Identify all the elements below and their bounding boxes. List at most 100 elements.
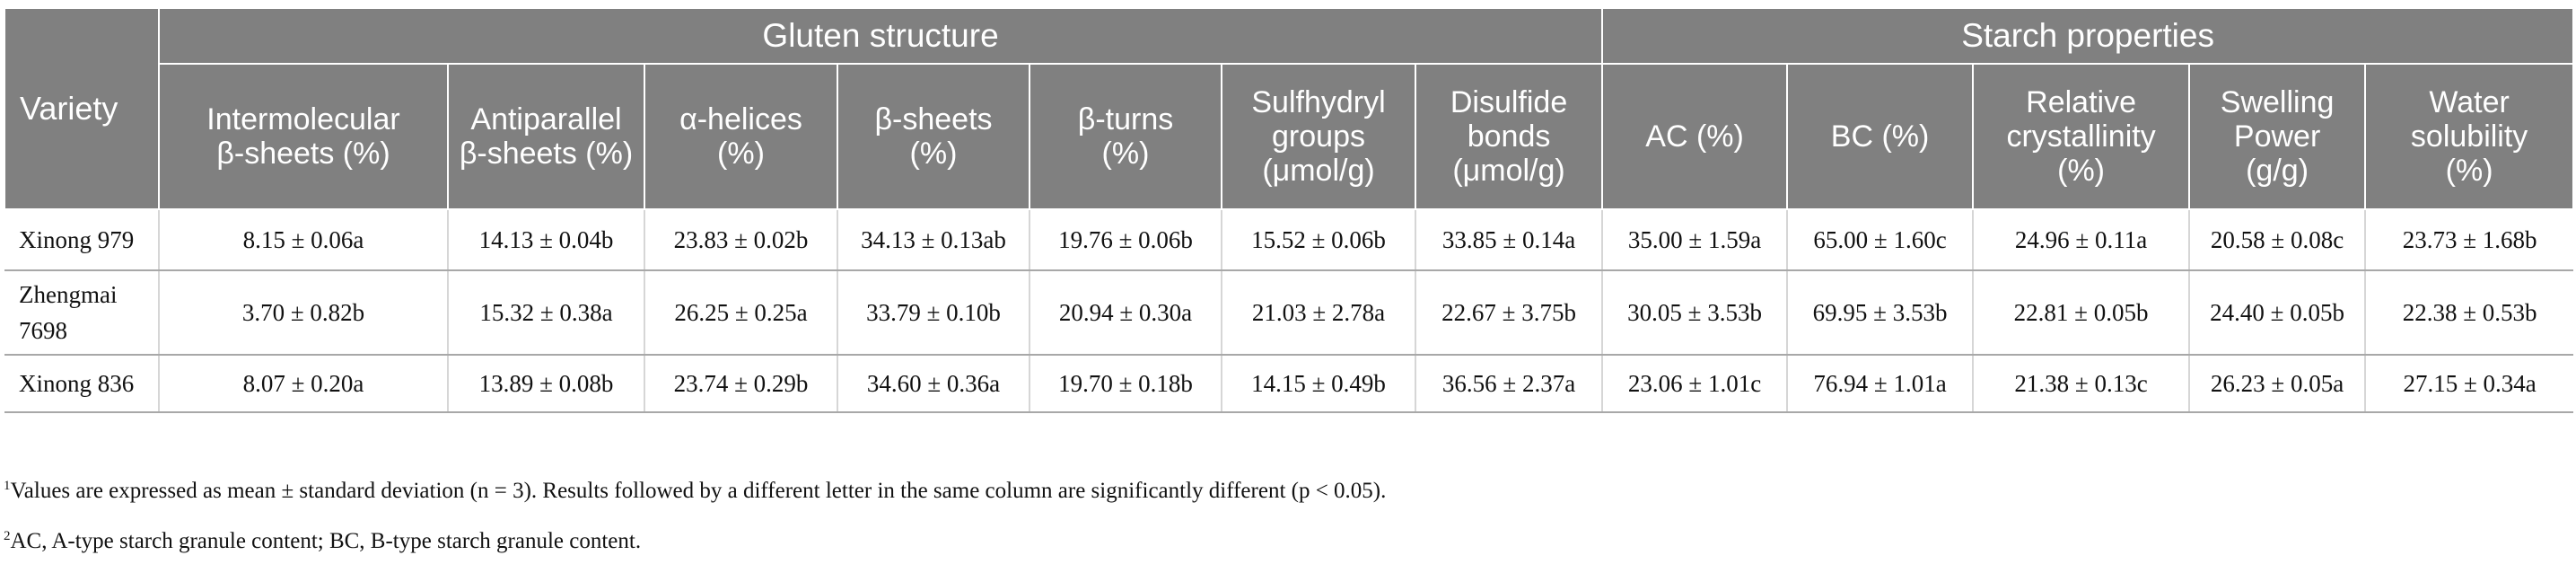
value-cell: 21.03 ± 2.78a bbox=[1222, 270, 1416, 356]
column-header: Water solubility (%) bbox=[2364, 63, 2575, 210]
value-cell: 22.67 ± 3.75b bbox=[1415, 270, 1604, 356]
value-cell: 15.32 ± 0.38a bbox=[448, 270, 645, 356]
column-header-line: Sulfhydryl bbox=[1251, 85, 1386, 119]
value-cell: 13.89 ± 0.08b bbox=[448, 355, 645, 413]
column-header-line: (%) bbox=[2057, 154, 2106, 188]
value-cell: 26.23 ± 0.05a bbox=[2189, 355, 2367, 413]
value-cell: 27.15 ± 0.34a bbox=[2365, 355, 2574, 413]
value-cell: 22.81 ± 0.05b bbox=[1973, 270, 2191, 356]
value-cell: 36.56 ± 2.37a bbox=[1415, 355, 1604, 413]
column-header: Disulfide bonds (μmol/g) bbox=[1414, 63, 1604, 210]
column-header-line: (%) bbox=[2445, 154, 2493, 188]
footnote: 2AC, A-type starch granule content; BC, … bbox=[4, 523, 1386, 555]
column-header: Swelling Power (g/g) bbox=[2188, 63, 2367, 210]
value-cell: 23.06 ± 1.01c bbox=[1602, 355, 1789, 413]
column-header-line: (μmol/g) bbox=[1452, 154, 1565, 188]
column-header-line: Intermolecular bbox=[206, 102, 400, 137]
column-header-line: Power bbox=[2233, 119, 2321, 154]
value-cell: 34.13 ± 0.13ab bbox=[837, 209, 1030, 271]
value-cell: 30.05 ± 3.53b bbox=[1602, 270, 1789, 356]
footnote-text: Values are expressed as mean ± standard … bbox=[10, 479, 1387, 503]
value-cell: 23.83 ± 0.02b bbox=[644, 209, 838, 271]
column-header-line: β-sheets (%) bbox=[216, 137, 390, 171]
variety-name-line: Xinong 979 bbox=[19, 225, 135, 253]
variety-name-line: Zhengmai bbox=[19, 281, 118, 308]
column-header: AC (%) bbox=[1601, 63, 1789, 210]
value-cell: 35.00 ± 1.59a bbox=[1602, 209, 1789, 271]
variety-header: Variety bbox=[4, 7, 160, 210]
value-cell: 33.85 ± 0.14a bbox=[1415, 209, 1604, 271]
value-cell: 3.70 ± 0.82b bbox=[159, 270, 449, 356]
value-cell: 33.79 ± 0.10b bbox=[837, 270, 1030, 356]
table-body: Xinong 979 8.15 ± 0.06a 14.13 ± 0.04b 23.83… bbox=[4, 209, 2574, 413]
column-header-line: (μmol/g) bbox=[1262, 154, 1375, 188]
table-row: Xinong 979 8.15 ± 0.06a 14.13 ± 0.04b 23.83… bbox=[4, 209, 2574, 271]
value-cell: 19.70 ± 0.18b bbox=[1030, 355, 1222, 413]
variety-cell: Xinong 979 bbox=[4, 209, 160, 271]
variety-name-line: Xinong 836 bbox=[19, 369, 135, 397]
column-header-line: α-helices bbox=[679, 102, 802, 137]
column-header-line: Water bbox=[2429, 85, 2510, 119]
value-cell: 14.13 ± 0.04b bbox=[448, 209, 645, 271]
column-header: β-sheets (%) bbox=[837, 63, 1030, 210]
column-header: Intermolecular β-sheets (%) bbox=[158, 63, 449, 210]
value-cell: 20.58 ± 0.08c bbox=[2189, 209, 2367, 271]
variety-cell: Xinong 836 bbox=[4, 355, 160, 413]
column-header-line: Antiparallel bbox=[470, 102, 622, 137]
value-cell: 22.38 ± 0.53b bbox=[2365, 270, 2574, 356]
column-header-line: (%) bbox=[909, 137, 958, 171]
value-cell: 23.74 ± 0.29b bbox=[644, 355, 838, 413]
column-header: Sulfhydryl groups (μmol/g) bbox=[1221, 63, 1416, 210]
table-row: Zhengmai 7698 3.70 ± 0.82b 15.32 ± 0.38a 26.… bbox=[4, 270, 2574, 356]
column-header-line: Relative bbox=[2026, 85, 2136, 119]
group-header-starch-properties: Starch properties bbox=[1601, 7, 2575, 65]
table-row: Xinong 836 8.07 ± 0.20a 13.89 ± 0.08b 23.74… bbox=[4, 355, 2574, 413]
column-header-line: (g/g) bbox=[2246, 154, 2309, 188]
value-cell: 8.07 ± 0.20a bbox=[159, 355, 449, 413]
column-header-line: groups bbox=[1272, 119, 1365, 154]
table-footnotes: 1Values are expressed as mean ± standard… bbox=[4, 472, 1386, 573]
footnote: 1Values are expressed as mean ± standard… bbox=[4, 472, 1386, 505]
column-header: Antiparallel β-sheets (%) bbox=[447, 63, 645, 210]
column-header-line: (%) bbox=[717, 137, 765, 171]
group-header-gluten-structure: Gluten structure bbox=[157, 7, 1604, 65]
value-cell: 24.96 ± 0.11a bbox=[1973, 209, 2191, 271]
value-cell: 26.25 ± 0.25a bbox=[644, 270, 838, 356]
column-header: α-helices (%) bbox=[644, 63, 838, 210]
variety-name-line: 7698 bbox=[19, 317, 67, 344]
column-header: β-turns (%) bbox=[1029, 63, 1222, 210]
column-header-line: β-sheets (%) bbox=[459, 137, 634, 171]
column-header-row: Intermolecular β-sheets (%) Antiparallel β-… bbox=[4, 63, 2575, 210]
value-cell: 69.95 ± 3.53b bbox=[1787, 270, 1975, 356]
value-cell: 21.38 ± 0.13c bbox=[1973, 355, 2191, 413]
column-header-line: β-turns bbox=[1077, 102, 1174, 137]
value-cell: 76.94 ± 1.01a bbox=[1787, 355, 1975, 413]
value-cell: 19.76 ± 0.06b bbox=[1030, 209, 1222, 271]
column-header-line: bonds bbox=[1467, 119, 1551, 154]
value-cell: 34.60 ± 0.36a bbox=[837, 355, 1030, 413]
value-cell: 65.00 ± 1.60c bbox=[1787, 209, 1975, 271]
value-cell: 14.15 ± 0.49b bbox=[1222, 355, 1416, 413]
column-header-line: Disulfide bbox=[1450, 85, 1568, 119]
column-header-line: BC (%) bbox=[1830, 119, 1930, 154]
footnote-mark: 1 bbox=[4, 479, 11, 493]
value-cell: 23.73 ± 1.68b bbox=[2365, 209, 2574, 271]
footnote-mark: 2 bbox=[4, 529, 11, 543]
column-header: BC (%) bbox=[1786, 63, 1975, 210]
footnote-text: AC, A-type starch granule content; BC, B… bbox=[10, 529, 642, 553]
value-cell: 15.52 ± 0.06b bbox=[1222, 209, 1416, 271]
value-cell: 8.15 ± 0.06a bbox=[159, 209, 449, 271]
column-header-line: crystallinity bbox=[2006, 119, 2156, 154]
column-header-line: (%) bbox=[1101, 137, 1150, 171]
value-cell: 24.40 ± 0.05b bbox=[2189, 270, 2367, 356]
column-header-line: β-sheets bbox=[874, 102, 993, 137]
column-header-line: Swelling bbox=[2220, 85, 2335, 119]
group-header-row: Variety Gluten structure Starch properti… bbox=[4, 7, 2575, 210]
column-header-line: solubility bbox=[2410, 119, 2528, 154]
results-table: Variety Gluten structure Starch properti… bbox=[4, 7, 2575, 413]
variety-cell: Zhengmai 7698 bbox=[4, 270, 160, 356]
column-header: Relative crystallinity (%) bbox=[1972, 63, 2191, 210]
value-cell: 20.94 ± 0.30a bbox=[1030, 270, 1222, 356]
column-header-line: AC (%) bbox=[1645, 119, 1744, 154]
results-table-container: Variety Gluten structure Starch properti… bbox=[4, 7, 2575, 413]
